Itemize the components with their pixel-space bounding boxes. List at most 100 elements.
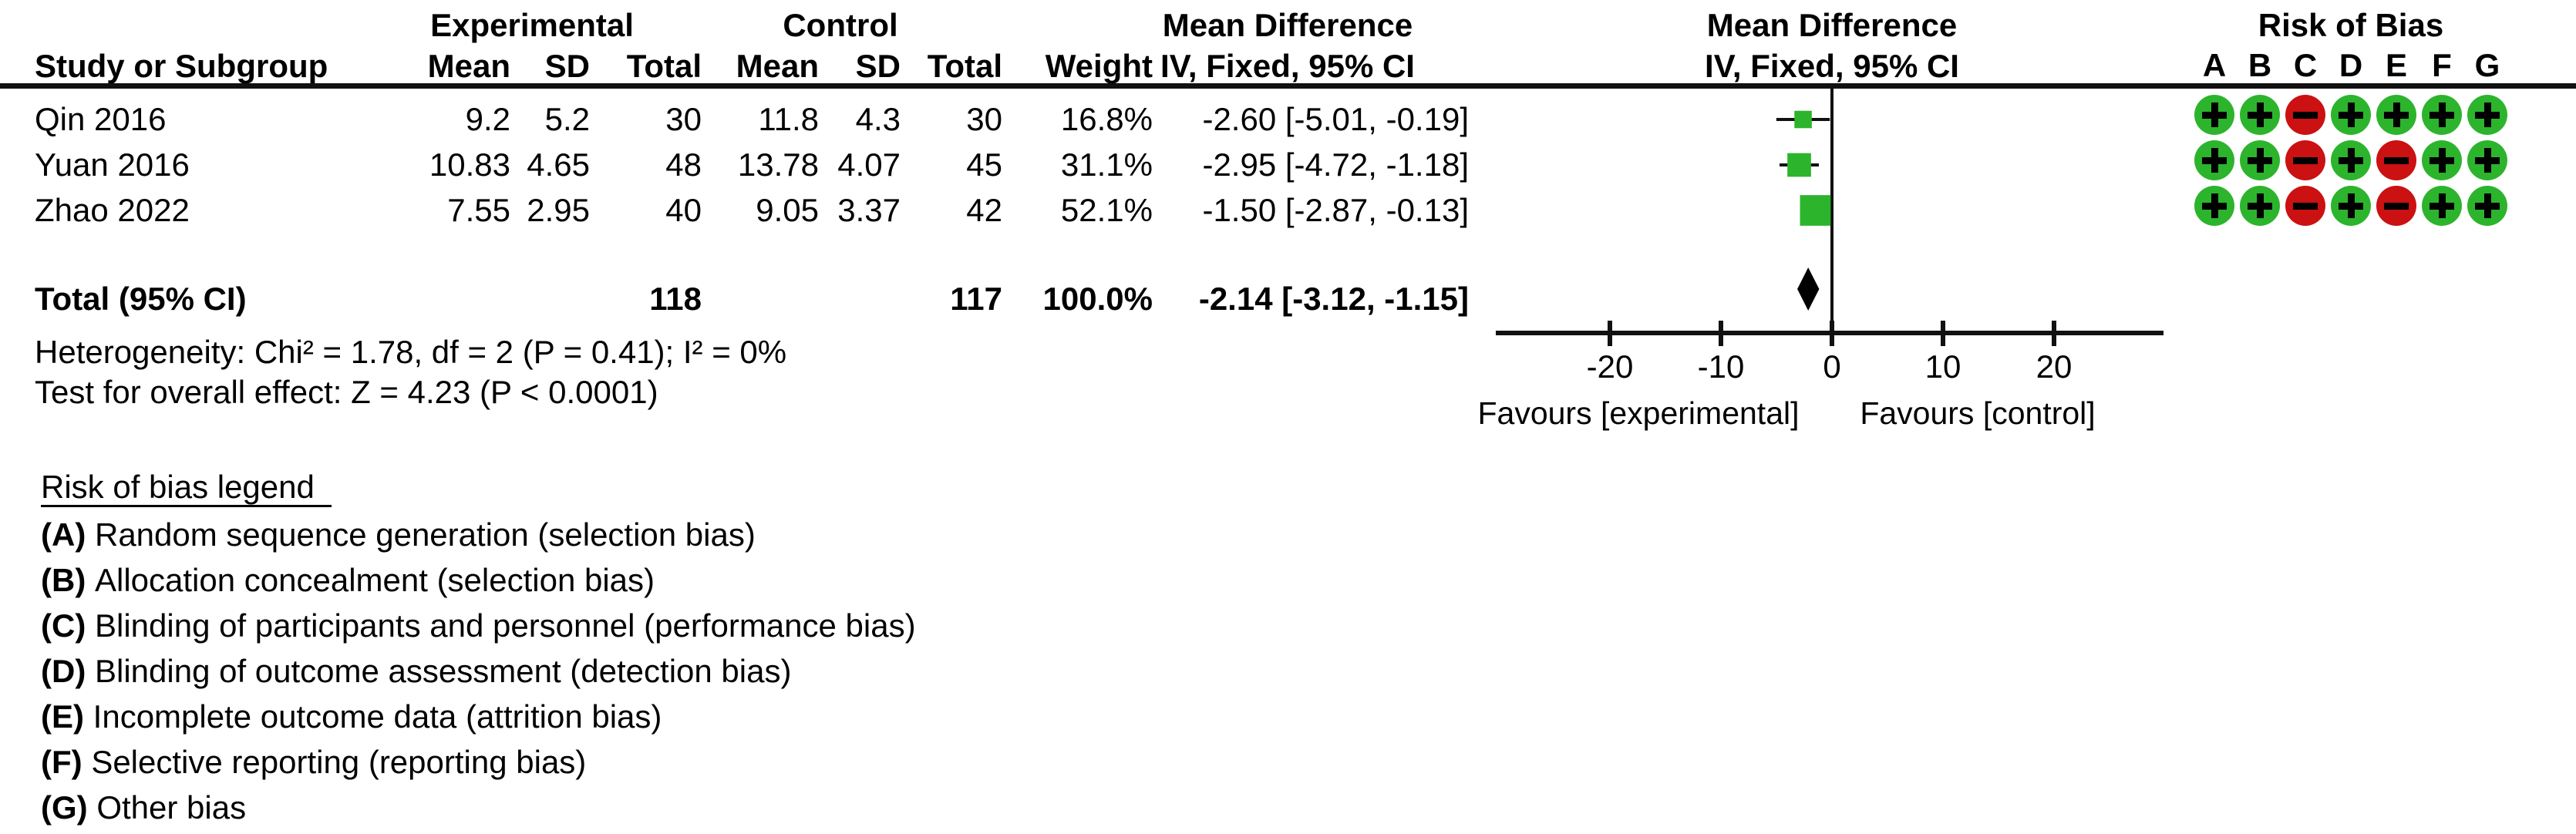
- rob-dot-low-risk: [2467, 95, 2507, 135]
- effect-square: [1787, 153, 1811, 177]
- axis-tick-label: -20: [1586, 348, 1634, 385]
- study-name: Zhao 2022: [35, 192, 190, 228]
- rob-legend-item: (E) Incomplete outcome data (attrition b…: [41, 698, 662, 736]
- rob-letter-F: F: [2432, 47, 2452, 83]
- study-name: Qin 2016: [35, 101, 167, 137]
- cell-ctrl-mean: 11.8: [758, 101, 819, 137]
- cell-exp-sd: 2.95: [527, 192, 590, 228]
- legend-key: (G): [41, 789, 88, 826]
- cell-ci-text: -1.50 [-2.87, -0.13]: [1202, 192, 1469, 228]
- overall-effect-line: Test for overall effect: Z = 4.23 (P < 0…: [35, 374, 658, 410]
- total-exp-n: 118: [649, 281, 702, 317]
- favours-right-label: Favours [control]: [1860, 395, 2096, 431]
- rob-legend-item: (G) Other bias: [41, 789, 246, 827]
- rob-legend-title: Risk of bias legend: [41, 468, 332, 507]
- col-header-ctrl-mean: Mean: [736, 48, 819, 84]
- cell-ci-text: -2.95 [-4.72, -1.18]: [1202, 146, 1469, 183]
- cell-ctrl-total: 42: [966, 192, 1002, 228]
- rob-dot-low-risk: [2240, 95, 2280, 135]
- group-header-mean-difference-column: Mean Difference: [1162, 7, 1413, 43]
- col-header-ci: IV, Fixed, 95% CI: [1160, 48, 1415, 84]
- rob-dot-low-risk: [2331, 140, 2371, 180]
- rob-letter-C: C: [2293, 47, 2318, 83]
- pooled-diamond: [1797, 267, 1820, 311]
- col-header-exp-mean: Mean: [427, 48, 510, 84]
- cell-ctrl-sd: 4.3: [855, 101, 901, 137]
- total-label: Total (95% CI): [35, 281, 247, 317]
- legend-key: (C): [41, 607, 86, 644]
- cell-weight: 31.1%: [1060, 146, 1153, 183]
- rob-legend-item: (A) Random sequence generation (selectio…: [41, 516, 756, 554]
- effect-square: [1794, 110, 1812, 129]
- col-header-ctrl-sd: SD: [855, 48, 901, 84]
- axis-tick-label: 0: [1823, 348, 1841, 385]
- rob-dot-low-risk: [2422, 186, 2462, 226]
- rob-letter-E: E: [2385, 47, 2407, 83]
- cell-ctrl-sd: 4.07: [837, 146, 901, 183]
- rob-dot-low-risk: [2376, 95, 2416, 135]
- legend-key: (E): [41, 698, 84, 735]
- cell-exp-mean: 7.55: [447, 192, 510, 228]
- rob-legend-item: (B) Allocation concealment (selection bi…: [41, 561, 655, 600]
- legend-text: Incomplete outcome data (attrition bias): [93, 698, 662, 735]
- legend-text: Allocation concealment (selection bias): [94, 562, 655, 598]
- cell-ctrl-mean: 13.78: [737, 146, 819, 183]
- rob-dot-high-risk: [2285, 140, 2325, 180]
- legend-key: (D): [41, 653, 86, 689]
- cell-weight: 52.1%: [1060, 192, 1153, 228]
- rob-legend-title-text: Risk of bias legend: [41, 469, 332, 507]
- col-header-weight: Weight: [1045, 48, 1153, 84]
- rob-legend-item: (D) Blinding of outcome assessment (dete…: [41, 652, 791, 691]
- study-name: Yuan 2016: [35, 146, 190, 183]
- rob-legend-item: (F) Selective reporting (reporting bias): [41, 743, 586, 782]
- rob-dot-low-risk: [2194, 186, 2234, 226]
- col-header-ctrl-total: Total: [927, 48, 1002, 84]
- group-header-control: Control: [783, 7, 898, 43]
- favours-left-label: Favours [experimental]: [1477, 395, 1800, 431]
- legend-text: Selective reporting (reporting bias): [91, 744, 587, 780]
- cell-ctrl-mean: 9.05: [756, 192, 819, 228]
- legend-key: (F): [41, 744, 82, 780]
- cell-exp-sd: 5.2: [544, 101, 590, 137]
- rob-legend-item: (C) Blinding of participants and personn…: [41, 607, 916, 645]
- header-rule: [0, 83, 2576, 89]
- rob-dot-low-risk: [2331, 186, 2371, 226]
- cell-ctrl-total: 30: [966, 101, 1002, 137]
- rob-letter-D: D: [2339, 47, 2363, 83]
- cell-exp-sd: 4.65: [527, 146, 590, 183]
- cell-exp-total: 48: [665, 146, 702, 183]
- rob-dot-low-risk: [2467, 140, 2507, 180]
- total-weight: 100.0%: [1042, 281, 1153, 317]
- legend-text: Random sequence generation (selection bi…: [94, 516, 756, 553]
- rob-dot-high-risk: [2285, 186, 2325, 226]
- group-header-risk-of-bias: Risk of Bias: [2258, 7, 2444, 43]
- effect-square: [1800, 195, 1831, 226]
- axis-tick-label: -10: [1697, 348, 1745, 385]
- group-header-experimental: Experimental: [430, 7, 634, 43]
- rob-letter-G: G: [2474, 47, 2500, 83]
- cell-weight: 16.8%: [1060, 101, 1153, 137]
- axis-tick-label: 20: [2036, 348, 2073, 385]
- rob-dot-low-risk: [2194, 95, 2234, 135]
- axis-tick-label: 10: [1924, 348, 1961, 385]
- group-header-mean-difference-plot: Mean Difference: [1706, 7, 1958, 43]
- legend-text: Other bias: [96, 789, 247, 826]
- legend-text: Blinding of outcome assessment (detectio…: [94, 653, 792, 689]
- heterogeneity-line: Heterogeneity: Chi² = 1.78, df = 2 (P = …: [35, 334, 787, 370]
- cell-exp-total: 30: [665, 101, 702, 137]
- col-header-ci-plot: IV, Fixed, 95% CI: [1705, 48, 1959, 84]
- legend-text: Blinding of participants and personnel (…: [94, 607, 916, 644]
- cell-exp-mean: 9.2: [465, 101, 510, 137]
- col-header-exp-total: Total: [626, 48, 702, 84]
- total-ctrl-n: 117: [950, 281, 1002, 317]
- cell-ci-text: -2.60 [-5.01, -0.19]: [1202, 101, 1469, 137]
- rob-dot-low-risk: [2467, 186, 2507, 226]
- rob-dot-high-risk: [2285, 95, 2325, 135]
- cell-exp-total: 40: [665, 192, 702, 228]
- total-ci-text: -2.14 [-3.12, -1.15]: [1198, 281, 1469, 317]
- rob-dot-high-risk: [2376, 140, 2416, 180]
- rob-dot-low-risk: [2194, 140, 2234, 180]
- rob-dot-high-risk: [2376, 186, 2416, 226]
- cell-exp-mean: 10.83: [429, 146, 510, 183]
